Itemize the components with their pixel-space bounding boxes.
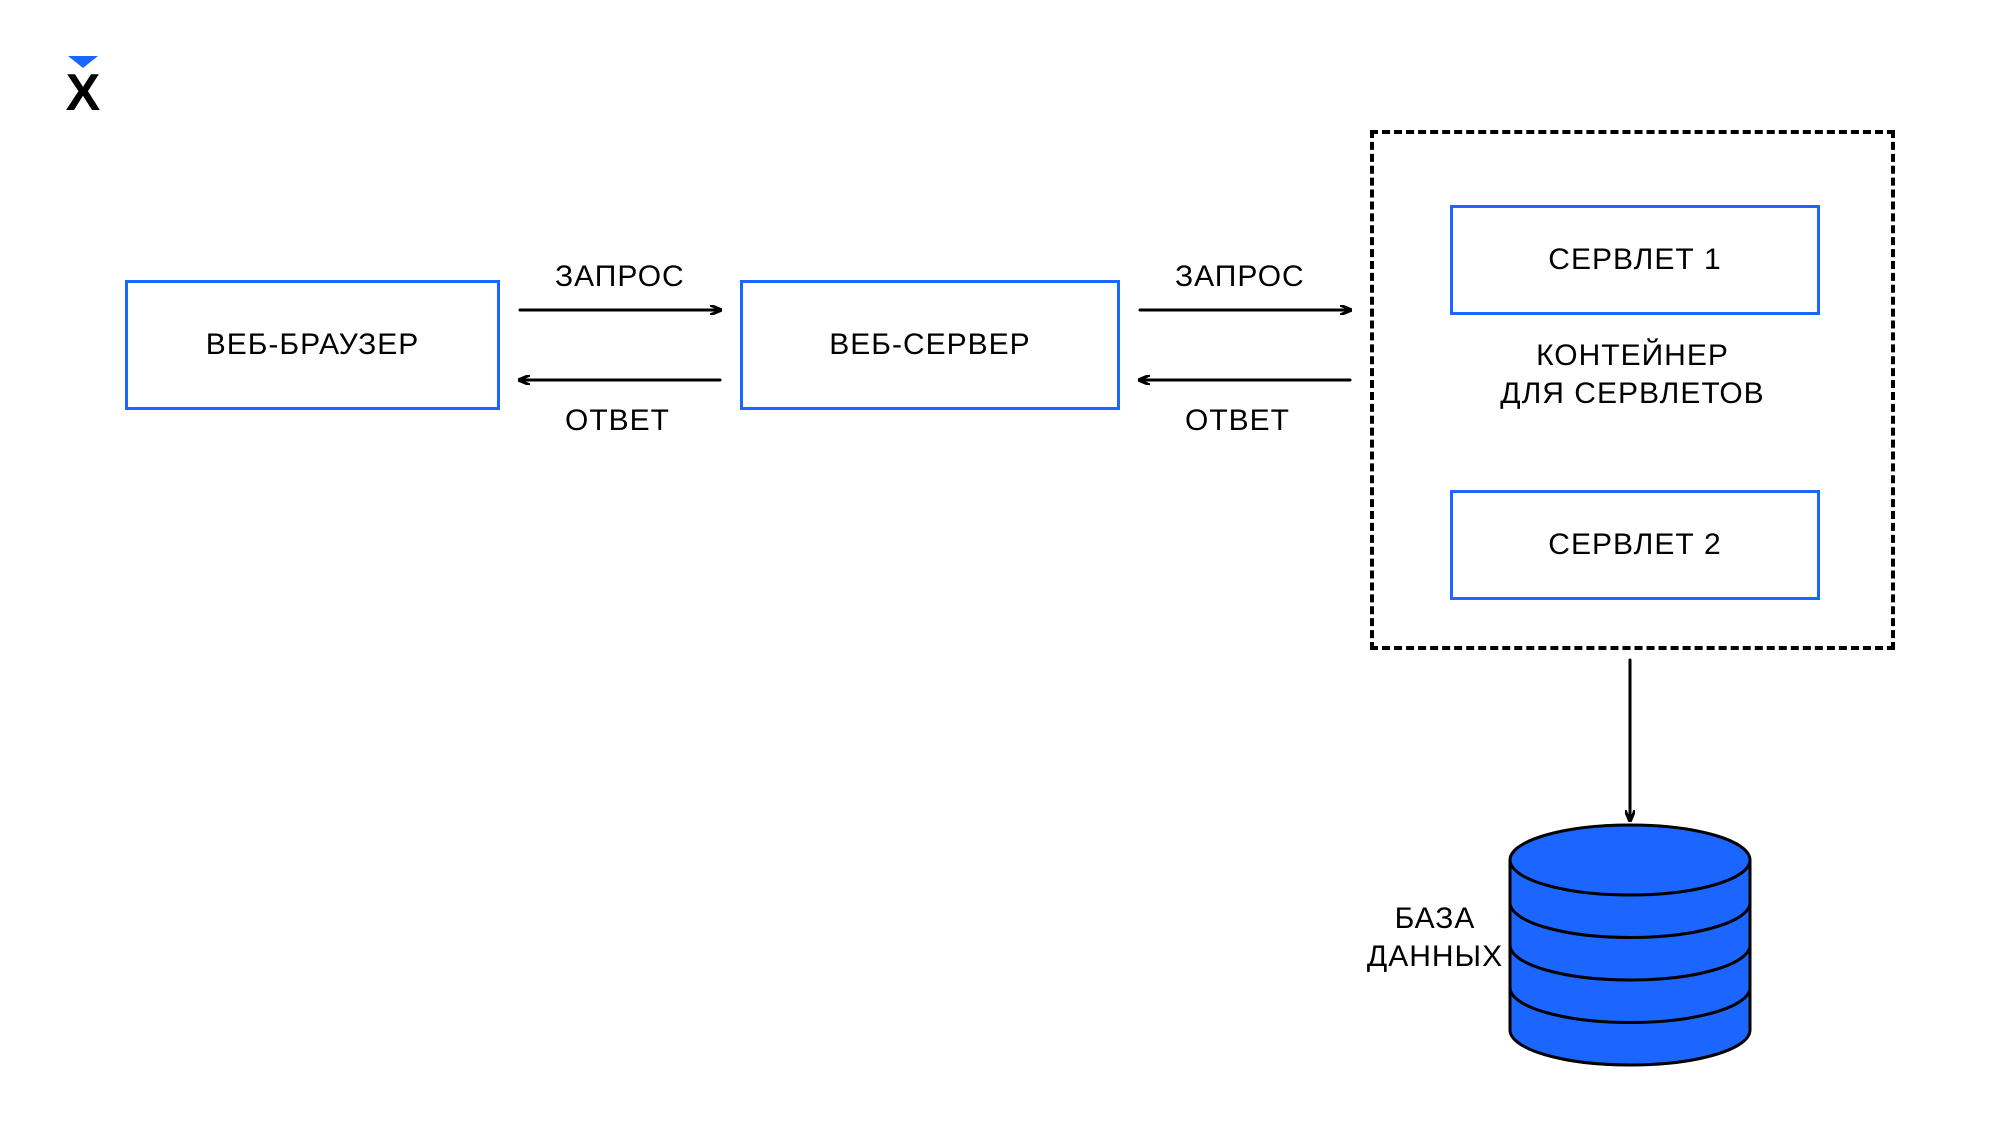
edge-label-request-2: ЗАПРОС <box>1175 258 1305 296</box>
database-label-line1: БАЗА <box>1395 902 1476 935</box>
node-browser: ВЕБ-БРАУЗЕР <box>125 280 500 410</box>
svg-text:X: X <box>66 64 101 120</box>
database-label-line2: ДАННЫХ <box>1367 940 1503 973</box>
container-label-line2: ДЛЯ СЕРВЛЕТОВ <box>1500 377 1764 410</box>
node-servlet-1: СЕРВЛЕТ 1 <box>1450 205 1820 315</box>
node-webserver: ВЕБ-СЕРВЕР <box>740 280 1120 410</box>
container-label: КОНТЕЙНЕР ДЛЯ СЕРВЛЕТОВ <box>1370 337 1895 412</box>
node-servlet-2: СЕРВЛЕТ 2 <box>1450 490 1820 600</box>
edge-label-request-1: ЗАПРОС <box>555 258 685 296</box>
logo: X <box>48 50 118 125</box>
node-servlet-1-label: СЕРВЛЕТ 1 <box>1548 243 1721 277</box>
container-label-line1: КОНТЕЙНЕР <box>1536 339 1729 372</box>
diagram-canvas: X ВЕБ-БРАУЗЕР ВЕБ-СЕРВЕР СЕРВЛЕТ 1 СЕРВЛ… <box>0 0 2001 1121</box>
node-webserver-label: ВЕБ-СЕРВЕР <box>829 328 1030 362</box>
node-browser-label: ВЕБ-БРАУЗЕР <box>206 328 420 362</box>
node-servlet-2-label: СЕРВЛЕТ 2 <box>1548 528 1721 562</box>
edge-label-response-1: ОТВЕТ <box>565 402 670 440</box>
database-label: БАЗА ДАННЫХ <box>1350 900 1520 975</box>
edge-label-response-2: ОТВЕТ <box>1185 402 1290 440</box>
